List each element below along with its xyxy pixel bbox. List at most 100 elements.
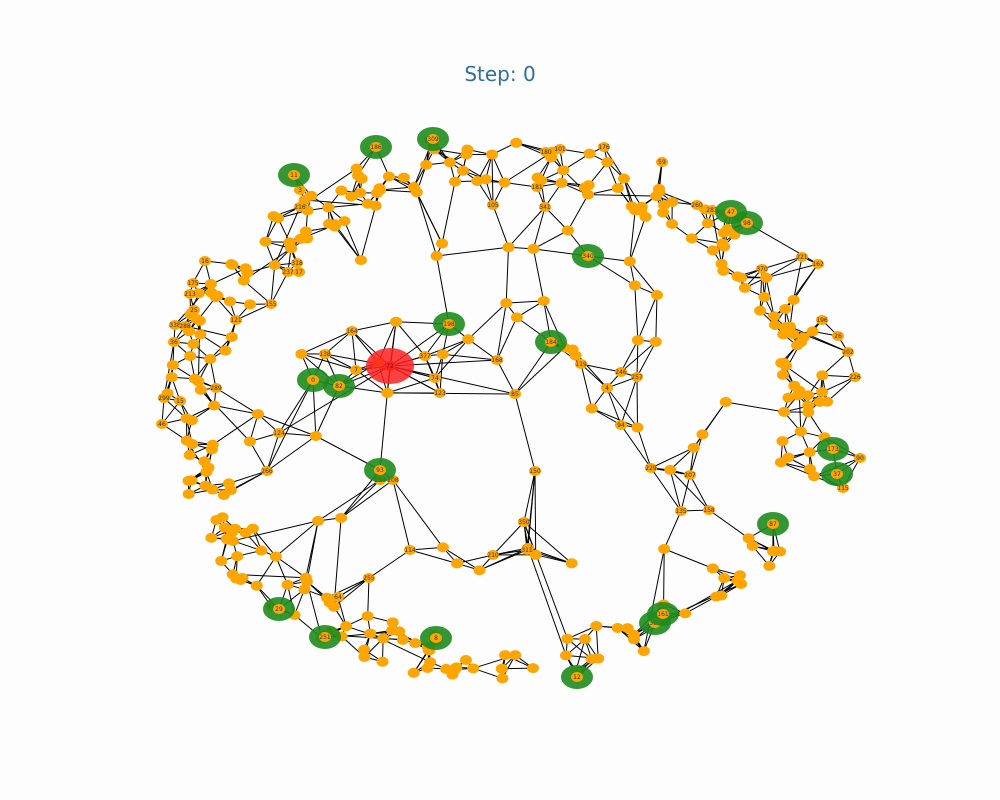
node-dot (345, 191, 358, 202)
node-x95 (459, 655, 472, 666)
node-288: 288 (179, 321, 191, 331)
node-x39 (611, 183, 624, 194)
node-dot (696, 429, 709, 440)
node-label: 299 (158, 395, 170, 402)
node-x277 (252, 409, 265, 420)
node-dot (746, 540, 759, 551)
node-dot (778, 406, 791, 417)
node-dot (243, 436, 256, 447)
node-dot (250, 580, 263, 591)
node-label: 26 (834, 333, 842, 340)
node-114: 114 (404, 545, 416, 555)
edge (409, 549, 458, 564)
node-dot (237, 275, 250, 286)
node-label: 213 (184, 291, 196, 298)
node-dot (396, 634, 409, 645)
node-dot (299, 226, 312, 237)
node-dot (473, 565, 486, 576)
node-dot (443, 319, 455, 329)
node-dot (645, 463, 657, 473)
node-label: 341 (539, 204, 551, 211)
edge (379, 189, 417, 193)
node-x210 (219, 345, 232, 356)
node-x115 (787, 329, 800, 340)
node-dot (461, 144, 474, 155)
edge (669, 469, 682, 512)
node-x193 (450, 662, 463, 673)
edge (212, 413, 259, 446)
node-90: 90 (854, 453, 866, 463)
edge (324, 330, 353, 355)
node-x19 (396, 634, 409, 645)
node-x58 (778, 406, 791, 417)
node-dot (184, 289, 196, 299)
node-x107 (230, 573, 243, 584)
edge (684, 596, 717, 614)
node-x121 (226, 259, 239, 270)
node-dot (188, 373, 201, 384)
node-237: 237 (282, 267, 294, 277)
node-label: 251 (319, 634, 331, 641)
node-dot (450, 662, 463, 673)
node-dot (816, 387, 829, 398)
node-dot (585, 403, 598, 414)
node-label: 3 (298, 187, 302, 194)
node-dot (230, 315, 242, 325)
node-label: 288 (179, 323, 191, 330)
node-dot (169, 320, 181, 330)
node-dot (322, 202, 335, 213)
node-dot (487, 550, 499, 560)
node-x185 (495, 663, 508, 674)
node-dot (582, 251, 594, 261)
node-123: 123 (434, 388, 446, 398)
node-dot (582, 180, 595, 191)
node-7: 7 (350, 365, 362, 375)
node-x145 (200, 467, 213, 478)
node-x232 (188, 373, 201, 384)
node-dot (569, 350, 582, 361)
node-257: 257 (631, 372, 643, 382)
node-17: 17 (293, 267, 305, 277)
node-dot (298, 584, 311, 595)
node-dot (518, 517, 530, 527)
node-162: 162 (812, 259, 824, 269)
node-x138 (754, 305, 767, 316)
node-dot (685, 233, 698, 244)
node-label: 12 (573, 674, 581, 681)
node-x217 (578, 634, 591, 645)
node-label: 207 (684, 472, 696, 479)
node-181: 181 (531, 182, 543, 192)
node-label: 29 (275, 606, 283, 613)
edge (523, 521, 568, 639)
node-dot (802, 390, 815, 401)
node-246: 246 (615, 367, 627, 377)
edge (580, 363, 593, 409)
node-dot (200, 467, 213, 478)
node-12: 12 (561, 665, 593, 689)
node-dot (500, 298, 513, 309)
edge (278, 432, 316, 437)
node-dot (219, 345, 232, 356)
node-x99 (782, 392, 795, 403)
edge (634, 285, 639, 341)
edge (655, 294, 658, 342)
node-dot (252, 409, 265, 420)
node-dot (174, 396, 186, 406)
node-x298 (462, 334, 475, 345)
node-dot (658, 543, 671, 554)
node-dot (180, 435, 193, 446)
node-dot (803, 447, 816, 458)
node-x158 (769, 320, 782, 331)
edge (200, 389, 251, 442)
edge (324, 353, 357, 371)
node-x161 (407, 667, 420, 678)
node-dot (611, 183, 624, 194)
node-x163 (231, 551, 244, 562)
edge (606, 387, 638, 428)
node-x273 (502, 242, 515, 253)
node-dot (340, 621, 353, 632)
node-x120 (706, 245, 719, 256)
node-dot (294, 185, 306, 195)
node-93: 93 (364, 458, 396, 482)
